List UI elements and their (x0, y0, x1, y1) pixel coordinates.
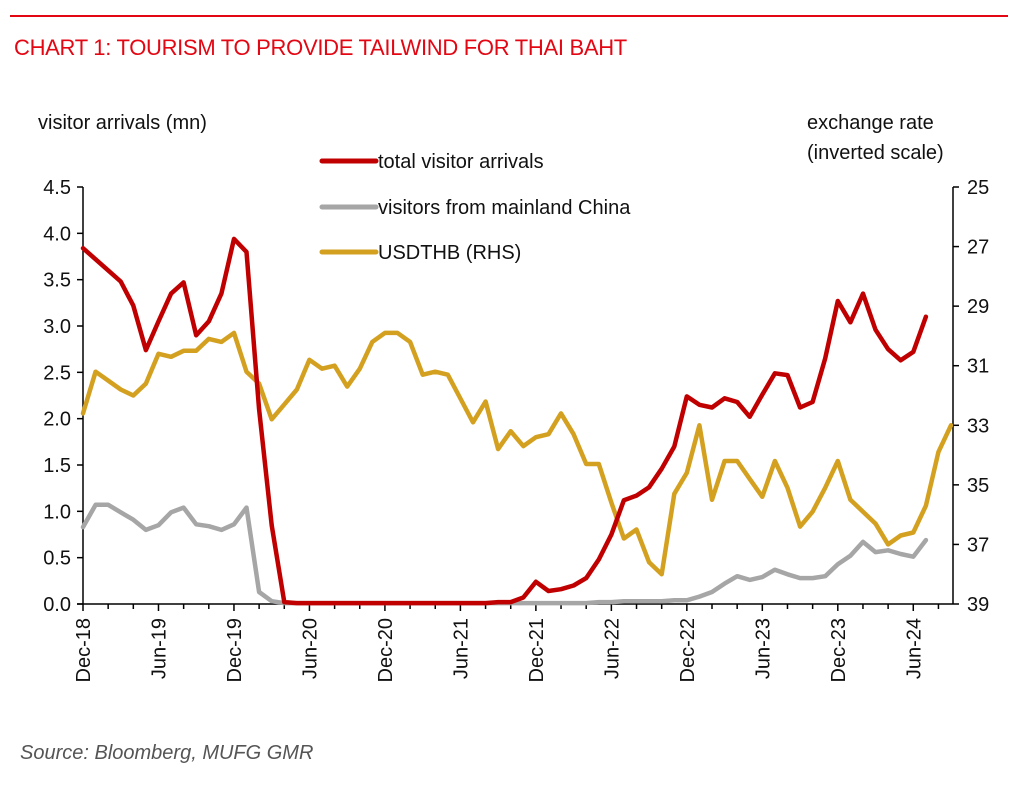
left-tick-label: 0.5 (43, 548, 71, 570)
legend-label: total visitor arrivals (378, 151, 544, 173)
right-tick-label: 25 (967, 177, 989, 199)
left-tick-label: 2.5 (43, 362, 71, 384)
x-tick-label: Jun-23 (752, 618, 774, 679)
source-note: Source: Bloomberg, MUFG GMR (20, 742, 314, 764)
header-rule (10, 15, 1008, 17)
x-tick-label: Dec-23 (828, 618, 850, 682)
right-tick-label: 39 (967, 594, 989, 616)
series-lines (80, 236, 954, 606)
legend-label: USDTHB (RHS) (378, 242, 521, 264)
legend: total visitor arrivals visitors from main… (319, 151, 631, 264)
left-tick-label: 0.0 (43, 594, 71, 616)
left-tick-label: 3.5 (43, 270, 71, 292)
legend-label: visitors from mainland China (378, 197, 631, 219)
left-tick-label: 1.5 (43, 455, 71, 477)
x-tick-label: Dec-18 (73, 618, 95, 682)
x-tick-label: Jun-20 (299, 618, 321, 679)
x-tick-label: Dec-19 (224, 618, 246, 682)
right-axis-label-line2: (inverted scale) (807, 142, 944, 164)
x-tick-label: Dec-21 (526, 618, 548, 682)
left-tick-label: 3.0 (43, 316, 71, 338)
series-line-total-visitor-arrivals (80, 236, 929, 606)
left-tick-label: 4.0 (43, 223, 71, 245)
right-axis-label-line1: exchange rate (807, 112, 934, 134)
left-tick-label: 2.0 (43, 409, 71, 431)
right-tick-label: 27 (967, 237, 989, 259)
x-tick-label: Jun-22 (601, 618, 623, 679)
right-tick-label: 29 (967, 296, 989, 318)
right-tick-label: 37 (967, 534, 989, 556)
x-tick-label: Dec-20 (375, 618, 397, 682)
x-tick-label: Jun-21 (450, 618, 472, 679)
series-line-usdthb (80, 330, 954, 577)
right-tick-label: 35 (967, 475, 989, 497)
axes: 0.0 0.5 1.0 1.5 2.0 2.5 3.0 3.5 4.0 4.5 25 27 29 31 33… (43, 177, 989, 682)
left-tick-label: 1.0 (43, 501, 71, 523)
chart-title: CHART 1: TOURISM TO PROVIDE TAILWIND FOR… (14, 35, 627, 60)
right-tick-label: 33 (967, 415, 989, 437)
x-tick-label: Jun-19 (148, 618, 170, 679)
left-axis-label: visitor arrivals (mn) (38, 112, 207, 134)
x-tick-label: Jun-24 (903, 618, 925, 679)
left-tick-label: 4.5 (43, 177, 71, 199)
right-tick-label: 31 (967, 356, 989, 378)
x-tick-label: Dec-22 (677, 618, 699, 682)
